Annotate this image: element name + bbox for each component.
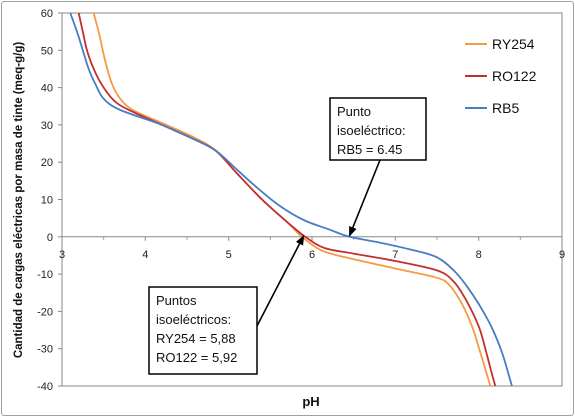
x-tick-labels: 3 4 5 6 7 8 9: [59, 236, 565, 261]
plot-border: [61, 12, 563, 387]
y-tick-label: -10: [37, 269, 53, 281]
y-tick-label: -30: [37, 344, 53, 356]
y-tick-labels: -40 -30 -20 -10 0 10 20 30 40 50 60: [37, 8, 62, 393]
y-tick-label: 20: [41, 157, 53, 169]
x-tick-label: 4: [142, 249, 148, 261]
legend-label-rb5: RB5: [492, 100, 519, 116]
y-tick-label: 50: [41, 45, 53, 57]
annotation-text-ry-ro: isoeléctricos:: [156, 312, 231, 327]
annotation-text-ry-ro: Puntos: [156, 293, 197, 308]
series-line-rb5: [69, 12, 513, 387]
annotation-box-rb5: [329, 97, 427, 161]
y-tick-label: 40: [41, 83, 53, 95]
x-axis-title: pH: [302, 394, 319, 409]
annotation-text-ry-ro: RO122 = 5,92: [156, 350, 237, 365]
legend-label-ro122: RO122: [492, 68, 537, 84]
annotation-text-rb5: Punto: [337, 104, 371, 119]
legend: RY254 RO122 RB5: [465, 36, 537, 116]
annotations: Punto isoeléctrico: RB5 = 6.45 Puntos isoelé…: [148, 97, 427, 375]
y-tick-label: 0: [47, 232, 53, 244]
annotation-arrow-ry-ro: [256, 234, 305, 327]
x-tick-label: 8: [476, 249, 482, 261]
y-tick-label: 60: [41, 8, 53, 20]
x-tick-label: 6: [309, 249, 315, 261]
annotation-arrow-rb5: [348, 159, 381, 237]
x-tick-label: 9: [559, 249, 565, 261]
annotation-text-ry-ro: RY254 = 5,88: [156, 331, 236, 346]
annotation-text-rb5: isoeléctrico:: [337, 123, 406, 138]
y-tick-label: -40: [37, 381, 53, 393]
annotation-box-ry-ro: [148, 286, 258, 375]
series-lines: [69, 12, 513, 387]
y-axis-title: Cantidad de cargas eléctricas por masa d…: [13, 42, 25, 359]
x-tick-label: 5: [226, 249, 232, 261]
legend-label-ry254: RY254: [492, 36, 535, 52]
x-tick-label: 3: [59, 249, 65, 261]
y-tick-label: 10: [41, 195, 53, 207]
series-line-ro122: [77, 12, 497, 387]
x-tick-label: 7: [392, 249, 398, 261]
y-tick-label: -20: [37, 306, 53, 318]
y-tick-label: 30: [41, 120, 53, 132]
plot-area: [61, 12, 563, 387]
annotation-text-rb5: RB5 = 6.45: [337, 142, 402, 157]
